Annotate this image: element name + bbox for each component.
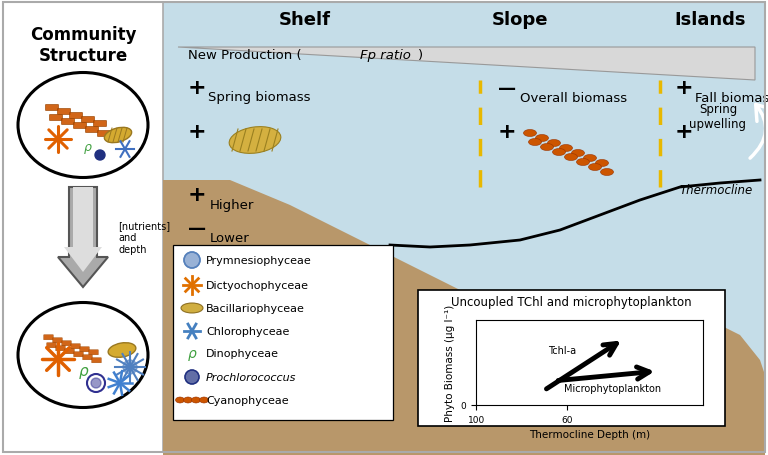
Ellipse shape xyxy=(535,135,548,142)
Ellipse shape xyxy=(595,160,608,167)
FancyBboxPatch shape xyxy=(83,355,92,360)
Text: +: + xyxy=(188,78,207,98)
FancyBboxPatch shape xyxy=(44,335,53,340)
FancyBboxPatch shape xyxy=(47,343,56,348)
Bar xyxy=(163,3,765,452)
FancyBboxPatch shape xyxy=(88,350,98,355)
FancyArrow shape xyxy=(58,187,108,288)
Text: [nutrients]
and
depth: [nutrients] and depth xyxy=(118,220,170,255)
Ellipse shape xyxy=(571,150,584,157)
Text: —: — xyxy=(188,219,206,238)
FancyBboxPatch shape xyxy=(98,131,111,137)
FancyBboxPatch shape xyxy=(65,349,74,354)
FancyBboxPatch shape xyxy=(85,127,98,133)
Text: +: + xyxy=(498,122,517,142)
Text: Islands: Islands xyxy=(674,11,746,29)
FancyBboxPatch shape xyxy=(49,115,62,121)
FancyArrow shape xyxy=(64,187,102,273)
Ellipse shape xyxy=(184,397,193,403)
Polygon shape xyxy=(178,48,755,81)
FancyBboxPatch shape xyxy=(61,119,74,125)
Ellipse shape xyxy=(564,154,578,161)
Ellipse shape xyxy=(18,73,148,178)
Text: Community
Structure: Community Structure xyxy=(30,26,136,65)
Ellipse shape xyxy=(176,397,184,403)
Text: Fall biomass: Fall biomass xyxy=(695,91,768,104)
Circle shape xyxy=(184,253,200,268)
FancyBboxPatch shape xyxy=(74,123,87,129)
X-axis label: Thermocline Depth (m): Thermocline Depth (m) xyxy=(529,429,650,439)
FancyBboxPatch shape xyxy=(81,117,94,123)
Bar xyxy=(173,245,393,420)
Text: ρ: ρ xyxy=(84,141,92,154)
Text: Bacillariophyceae: Bacillariophyceae xyxy=(206,303,305,313)
Ellipse shape xyxy=(560,145,572,152)
Ellipse shape xyxy=(548,140,561,147)
Text: Prochlorococcus: Prochlorococcus xyxy=(206,372,296,382)
Ellipse shape xyxy=(108,343,136,358)
Text: Tchl-a: Tchl-a xyxy=(548,345,576,355)
Text: Lower: Lower xyxy=(210,231,250,244)
Ellipse shape xyxy=(588,164,601,171)
FancyBboxPatch shape xyxy=(74,352,83,357)
Bar xyxy=(418,290,725,426)
Ellipse shape xyxy=(577,159,590,166)
Polygon shape xyxy=(680,325,765,455)
Ellipse shape xyxy=(229,127,281,154)
Ellipse shape xyxy=(541,144,554,151)
FancyBboxPatch shape xyxy=(45,105,58,111)
Text: Spring biomass: Spring biomass xyxy=(208,91,310,104)
Text: Shelf: Shelf xyxy=(279,11,331,29)
Text: +: + xyxy=(675,78,694,98)
Text: +: + xyxy=(188,185,207,205)
Ellipse shape xyxy=(104,128,131,143)
Circle shape xyxy=(91,378,101,388)
Text: Thermocline: Thermocline xyxy=(680,184,753,197)
Text: Microphytoplankton: Microphytoplankton xyxy=(564,384,660,393)
Ellipse shape xyxy=(601,169,614,176)
FancyBboxPatch shape xyxy=(56,346,65,351)
Ellipse shape xyxy=(200,397,208,403)
Ellipse shape xyxy=(181,303,203,313)
Circle shape xyxy=(123,360,137,374)
FancyArrowPatch shape xyxy=(750,105,768,159)
Text: +: + xyxy=(188,122,207,142)
Text: Overall biomass: Overall biomass xyxy=(520,91,627,104)
Ellipse shape xyxy=(584,155,597,162)
Ellipse shape xyxy=(528,139,541,146)
FancyBboxPatch shape xyxy=(53,338,62,343)
Text: Chlorophyceae: Chlorophyceae xyxy=(206,326,290,336)
Text: Cyanophyceae: Cyanophyceae xyxy=(206,395,289,405)
Ellipse shape xyxy=(552,149,565,156)
Text: ρ: ρ xyxy=(79,364,89,379)
Text: Higher: Higher xyxy=(210,198,254,211)
Text: New Production (: New Production ( xyxy=(188,48,302,61)
FancyBboxPatch shape xyxy=(91,358,101,363)
Text: Dinophyceae: Dinophyceae xyxy=(206,348,279,358)
Text: Dictyochophyceae: Dictyochophyceae xyxy=(206,280,309,290)
FancyBboxPatch shape xyxy=(94,121,107,127)
Text: Fp ratio: Fp ratio xyxy=(360,48,411,61)
FancyBboxPatch shape xyxy=(80,347,89,352)
Text: —: — xyxy=(498,80,516,98)
Ellipse shape xyxy=(18,303,148,408)
FancyBboxPatch shape xyxy=(61,341,71,346)
Text: Prymnesiophyceae: Prymnesiophyceae xyxy=(206,255,312,265)
Text: ρ: ρ xyxy=(187,346,197,360)
FancyBboxPatch shape xyxy=(58,109,71,115)
Circle shape xyxy=(95,151,105,161)
Text: Slope: Slope xyxy=(492,11,548,29)
Ellipse shape xyxy=(191,397,200,403)
Y-axis label: Phyto Biomass (μg l⁻¹): Phyto Biomass (μg l⁻¹) xyxy=(445,304,455,421)
Ellipse shape xyxy=(524,130,537,137)
Text: +: + xyxy=(675,122,694,142)
Text: Uncoupled TChl and microphytoplankton: Uncoupled TChl and microphytoplankton xyxy=(451,295,692,308)
Text: Spring
upwelling: Spring upwelling xyxy=(690,103,746,131)
Text: ): ) xyxy=(418,48,423,61)
Bar xyxy=(3,3,163,452)
FancyBboxPatch shape xyxy=(71,344,81,349)
Polygon shape xyxy=(163,181,765,455)
Circle shape xyxy=(185,370,199,384)
FancyBboxPatch shape xyxy=(69,113,82,119)
